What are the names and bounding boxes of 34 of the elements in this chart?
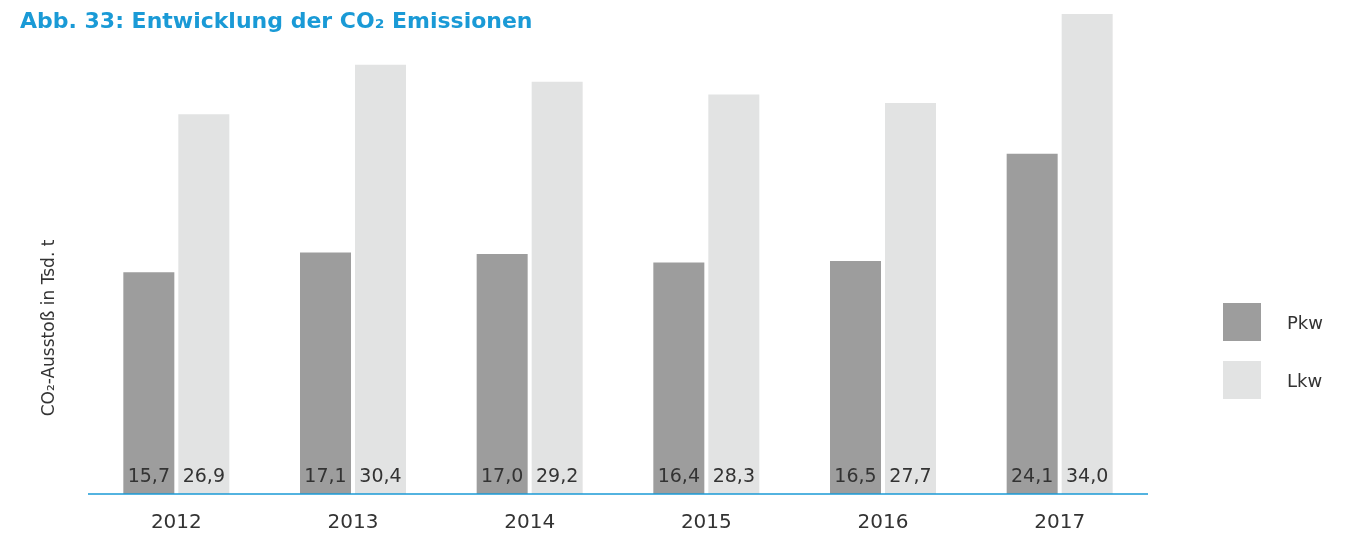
x-tick-label: 2017	[1034, 509, 1086, 534]
chart-title: Abb. 33: Entwicklung der CO₂ Emissionen	[20, 8, 533, 33]
data-label: 15,7	[127, 464, 170, 486]
bar	[653, 262, 705, 494]
data-label: 16,4	[657, 464, 700, 486]
bar	[531, 81, 583, 494]
x-tick-label: 2016	[857, 509, 909, 534]
data-label: 24,1	[1011, 464, 1054, 486]
bar	[476, 254, 528, 494]
legend-label: Pkw	[1287, 311, 1323, 333]
x-tick-label: 2013	[327, 509, 379, 534]
bar	[300, 252, 351, 494]
x-tick-label: 2014	[504, 509, 556, 534]
x-tick-label: 2012	[150, 509, 202, 534]
bar	[1006, 153, 1058, 494]
data-label: 30,4	[359, 464, 402, 486]
data-label: 16,5	[834, 464, 877, 486]
bar	[123, 272, 175, 494]
y-axis-title: CO₂-Ausstoß in Tsd. t	[38, 239, 58, 417]
data-label: 17,1	[304, 464, 347, 486]
x-tick-label: 2015	[680, 509, 732, 534]
legend-label: Lkw	[1287, 369, 1323, 391]
data-label: 34,0	[1066, 464, 1109, 486]
bar	[830, 261, 881, 494]
bar	[1061, 14, 1113, 494]
data-label: 28,3	[712, 464, 755, 486]
bar	[708, 94, 760, 494]
bar	[885, 102, 936, 494]
data-label: 27,7	[889, 464, 932, 486]
data-label: 17,0	[481, 464, 524, 486]
bar	[178, 114, 230, 494]
data-label: 26,9	[182, 464, 225, 486]
data-label: 29,2	[536, 464, 579, 486]
bar	[355, 64, 406, 494]
